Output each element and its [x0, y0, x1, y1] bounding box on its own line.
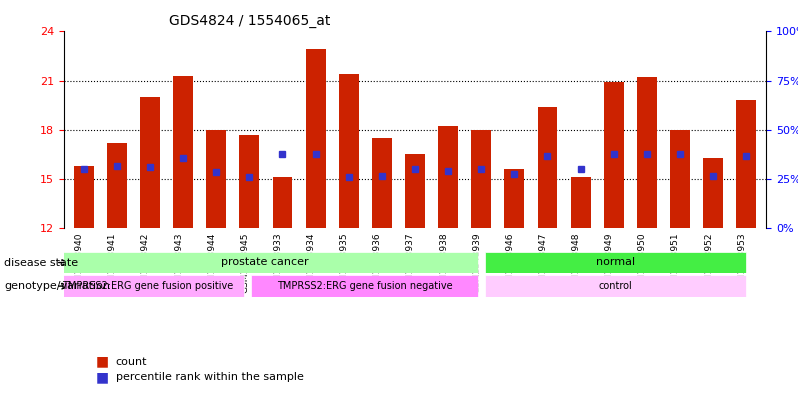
Bar	[239, 135, 259, 228]
Bar	[737, 100, 757, 228]
Bar	[637, 77, 657, 228]
Bar	[140, 97, 160, 228]
Text: percentile rank within the sample: percentile rank within the sample	[116, 372, 303, 382]
Text: ■: ■	[96, 370, 109, 384]
Bar	[538, 107, 557, 228]
Bar	[604, 82, 624, 228]
Bar	[107, 143, 127, 228]
FancyBboxPatch shape	[50, 252, 479, 273]
Text: TMPRSS2:ERG gene fusion negative: TMPRSS2:ERG gene fusion negative	[277, 281, 452, 291]
Bar	[372, 138, 392, 228]
Bar	[73, 166, 93, 228]
Bar	[703, 158, 723, 228]
Bar	[670, 130, 690, 228]
Bar	[571, 177, 591, 228]
Text: control: control	[598, 281, 633, 291]
Bar	[206, 130, 226, 228]
Text: disease state: disease state	[4, 257, 78, 268]
Bar	[472, 130, 491, 228]
FancyBboxPatch shape	[251, 275, 479, 297]
Text: ■: ■	[96, 354, 109, 369]
Bar	[438, 127, 458, 228]
Bar	[405, 154, 425, 228]
FancyBboxPatch shape	[50, 275, 244, 297]
Text: prostate cancer: prostate cancer	[221, 257, 308, 267]
Text: genotype/variation: genotype/variation	[4, 281, 110, 291]
Text: count: count	[116, 356, 147, 367]
FancyBboxPatch shape	[485, 252, 746, 273]
Text: TMPRSS2:ERG gene fusion positive: TMPRSS2:ERG gene fusion positive	[61, 281, 233, 291]
FancyBboxPatch shape	[485, 275, 746, 297]
Bar	[339, 74, 358, 228]
Text: GDS4824 / 1554065_at: GDS4824 / 1554065_at	[169, 14, 330, 28]
Bar	[273, 177, 292, 228]
Text: normal: normal	[596, 257, 635, 267]
Bar	[504, 169, 524, 228]
Bar	[173, 76, 193, 228]
Bar	[306, 50, 326, 228]
